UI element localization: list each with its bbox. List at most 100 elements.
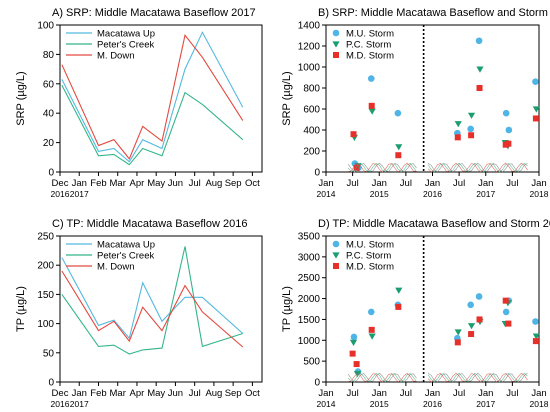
- y-axis-label: TP (µg/L): [281, 286, 293, 332]
- x-tick-label: Jul: [453, 388, 465, 399]
- data-point: [353, 361, 360, 368]
- baseflow-trace: [427, 372, 528, 383]
- legend-swatch: [332, 29, 340, 37]
- x-tick-label: Sep: [225, 178, 242, 189]
- y-tick-label: 600: [303, 105, 320, 116]
- legend-label: Macatawa Up: [97, 29, 155, 40]
- y-tick-label: 3000: [298, 252, 321, 263]
- data-point: [394, 109, 402, 117]
- legend-label: M. Down: [97, 51, 134, 62]
- chart-panel-1: B) SRP: Middle Macatawa Baseflow and Sto…: [281, 7, 550, 199]
- chart-title: D) TP: Middle Macatawa Baseflow and Stor…: [318, 218, 550, 230]
- legend-label: Peter's Creek: [97, 40, 155, 51]
- x-tick-label: Jan: [72, 388, 87, 399]
- data-point: [467, 301, 474, 309]
- x-tick-label: Jan: [318, 388, 333, 399]
- y-tick-label: 100: [37, 319, 54, 330]
- x-tick-year: 2017: [70, 399, 89, 409]
- y-tick-label: 1400: [298, 21, 321, 32]
- data-point: [532, 106, 540, 113]
- y-tick-label: 500: [303, 357, 320, 368]
- legend-label: P.C. Storm: [346, 251, 391, 262]
- data-point: [505, 140, 512, 147]
- x-tick-year: 2018: [530, 189, 549, 199]
- data-point: [532, 338, 539, 345]
- x-tick-label: Jul: [347, 178, 359, 189]
- legend-label: P.C. Storm: [346, 40, 391, 51]
- x-tick-label: Feb: [90, 388, 106, 399]
- y-tick-label: 100: [37, 21, 54, 32]
- y-tick-label: 20: [43, 138, 55, 149]
- series-line-2: [61, 34, 244, 160]
- x-tick-label: Jun: [168, 388, 183, 399]
- x-tick-label: Jan: [372, 388, 387, 399]
- baseflow-trace: [427, 162, 528, 173]
- data-point: [532, 333, 540, 340]
- y-tick-label: 200: [303, 147, 320, 158]
- baseflow-trace: [347, 162, 417, 173]
- x-tick-label: Jan: [531, 178, 546, 189]
- data-point: [532, 78, 539, 85]
- x-tick-label: Jul: [189, 388, 201, 399]
- x-tick-year: 2017: [476, 399, 495, 409]
- x-tick-label: Jul: [400, 388, 412, 399]
- plot-frame: [59, 235, 263, 383]
- data-point: [367, 75, 375, 82]
- series-line-0: [61, 257, 244, 340]
- x-tick-year: 2014: [317, 399, 336, 409]
- x-tick-label: May: [147, 388, 165, 399]
- baseflow-trace: [348, 372, 417, 383]
- x-tick-label: Apr: [130, 178, 145, 189]
- data-point: [353, 371, 362, 378]
- x-tick-label: Dec: [52, 388, 69, 399]
- x-tick-label: Jul: [453, 178, 465, 189]
- x-tick-year: 2016: [51, 189, 70, 199]
- data-point: [502, 109, 510, 117]
- data-point: [467, 125, 474, 133]
- data-point: [454, 134, 461, 141]
- x-tick-year: 2016: [423, 399, 442, 409]
- data-point: [395, 303, 402, 310]
- y-tick-label: 0: [314, 168, 320, 179]
- x-tick-label: Jul: [347, 388, 359, 399]
- chart-panel-0: A) SRP: Middle Macatawa Baseflow 2017 0 20…: [15, 7, 263, 199]
- x-tick-label: May: [147, 178, 165, 189]
- x-tick-label: Jul: [189, 178, 201, 189]
- y-tick-label: 1000: [298, 336, 321, 347]
- y-tick-label: 0: [48, 168, 54, 179]
- x-tick-label: Jan: [425, 388, 440, 399]
- baseflow-trace: [427, 162, 528, 173]
- data-point: [454, 339, 461, 346]
- baseflow-trace: [347, 372, 417, 383]
- baseflow-trace: [427, 372, 528, 383]
- x-tick-label: Aug: [205, 178, 222, 189]
- baseflow-trace: [427, 162, 528, 173]
- data-point: [476, 85, 483, 91]
- x-tick-label: Jan: [425, 178, 440, 189]
- x-tick-label: Apr: [130, 388, 145, 399]
- y-tick-label: 80: [43, 50, 55, 61]
- y-tick-label: 150: [37, 290, 54, 301]
- y-tick-label: 400: [303, 126, 320, 137]
- y-axis-label: SRP (µg/L): [15, 71, 27, 125]
- y-tick-label: 1200: [298, 42, 321, 53]
- y-axis-label: SRP (µg/L): [281, 71, 293, 125]
- legend-label: M.U. Storm: [346, 240, 394, 251]
- x-tick-year: 2016: [51, 399, 70, 409]
- legend-swatch: [333, 52, 339, 58]
- data-point: [454, 121, 462, 128]
- legend-swatch: [332, 240, 340, 248]
- x-tick-label: Jan: [372, 178, 387, 189]
- legend-label: M.D. Storm: [346, 51, 394, 62]
- y-tick-label: 2500: [298, 273, 321, 284]
- data-point: [475, 37, 483, 45]
- data-point: [368, 102, 375, 109]
- data-point: [467, 323, 476, 330]
- y-tick-label: 0: [314, 378, 320, 389]
- legend-swatch: [333, 263, 339, 269]
- x-tick-label: Mar: [110, 178, 126, 189]
- data-point: [350, 131, 357, 138]
- data-point: [468, 132, 475, 139]
- x-tick-label: Jan: [318, 178, 333, 189]
- data-point: [502, 297, 509, 304]
